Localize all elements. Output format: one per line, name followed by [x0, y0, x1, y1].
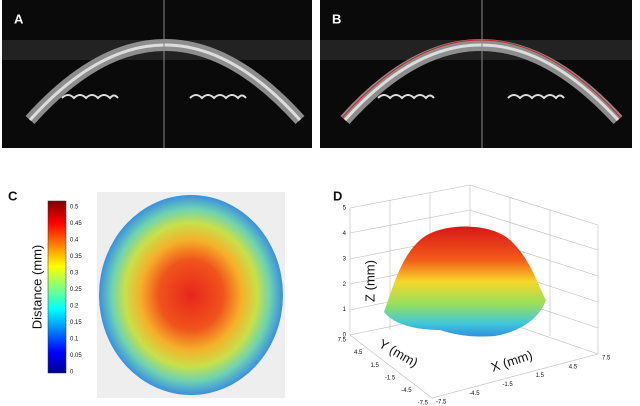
colorbar-tick-label: 0.05: [70, 353, 82, 359]
colorbar-tick-label: 0.25: [70, 287, 82, 293]
colorbar-tick-label: 0.3: [70, 271, 79, 277]
y-tick-label: 4.5: [354, 350, 363, 356]
colorbar-tick-label: 0.35: [70, 254, 82, 260]
oct-image-b: [320, 0, 632, 148]
y-tick-label: -1.5: [385, 375, 396, 381]
colorbar-tick-label: 0.4: [70, 238, 79, 244]
distance-map: [99, 195, 283, 395]
surface: [384, 226, 546, 337]
colorbar-label: Distance (mm): [29, 245, 44, 330]
colorbar-tick-label: 0.5: [70, 205, 79, 211]
oct-image-a: [2, 0, 312, 148]
x-tick-label: 7.5: [602, 356, 611, 362]
y-axis-label: Y (mm): [376, 336, 420, 370]
z-tick-label: 3: [343, 256, 347, 262]
colorbar-tick-label: 0.2: [70, 304, 79, 310]
y-tick-label: 1.5: [370, 363, 379, 369]
panel-label: D: [333, 188, 342, 203]
colorbar-tick-label: 0: [70, 370, 74, 376]
colorbar-tick-label: 0.15: [70, 320, 82, 326]
y-tick-label: 7.5: [338, 338, 347, 344]
z-tick-label: 1: [343, 307, 347, 313]
x-tick-label: -1.5: [502, 382, 513, 388]
z-tick-label: 2: [343, 282, 347, 288]
colorbar: [47, 200, 67, 374]
y-tick-label: -7.5: [418, 401, 429, 406]
x-tick-label: -4.5: [469, 391, 480, 397]
x-axis-label: X (mm): [489, 347, 534, 374]
z-tick-label: 0: [343, 333, 347, 339]
colorbar-tick-label: 0.1: [70, 337, 79, 343]
z-axis-label: Z (mm): [362, 260, 377, 302]
x-tick-label: -7.5: [436, 400, 447, 406]
y-tick-label: -4.5: [401, 388, 412, 394]
x-tick-label: 1.5: [536, 373, 545, 379]
panel-label: C: [8, 188, 18, 203]
z-tick-label: 4: [343, 231, 347, 237]
panel-label: A: [14, 11, 24, 26]
panel-label: B: [332, 11, 341, 26]
x-tick-label: 4.5: [569, 364, 578, 370]
z-tick-label: 5: [343, 206, 347, 212]
colorbar-tick-label: 0.45: [70, 221, 82, 227]
